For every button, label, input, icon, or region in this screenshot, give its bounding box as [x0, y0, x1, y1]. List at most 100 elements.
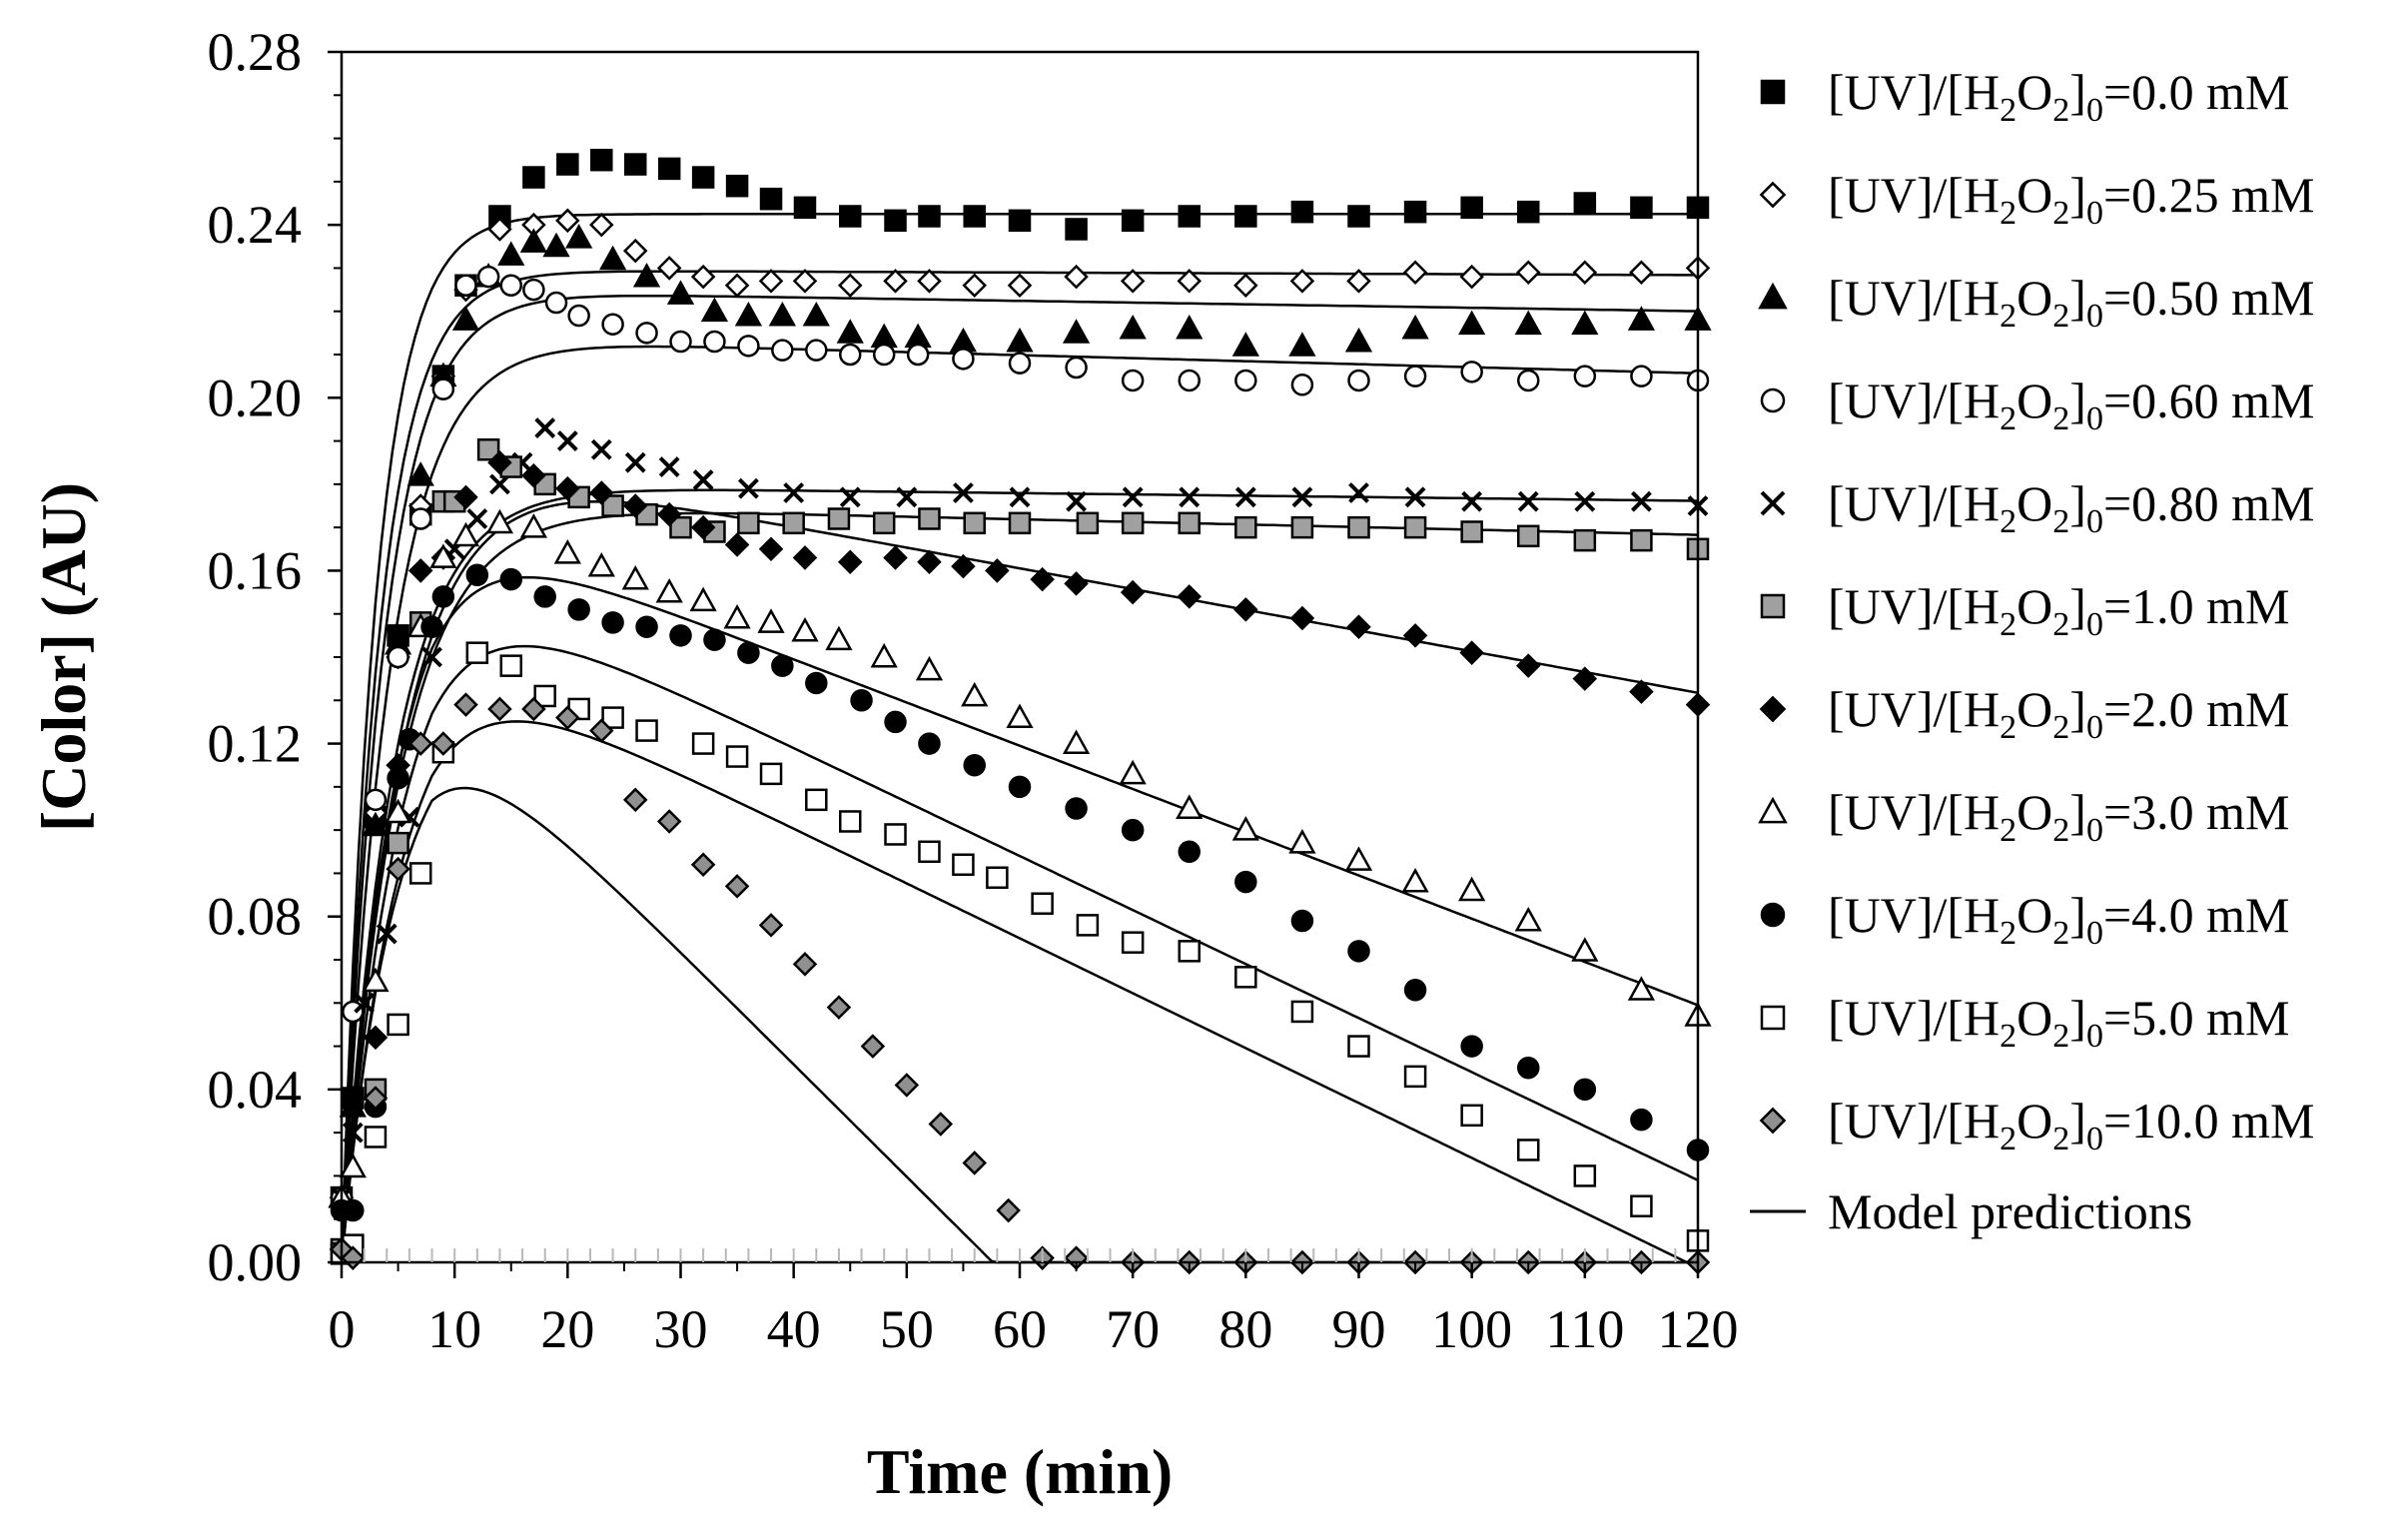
marker-stroke — [783, 482, 805, 503]
legend-subscript: 0 — [2086, 709, 2103, 746]
data-point — [791, 616, 819, 642]
data-point — [1517, 369, 1540, 392]
data-point — [1177, 269, 1203, 294]
data-point — [601, 706, 624, 729]
data-point — [826, 995, 852, 1020]
data-point — [1065, 356, 1088, 380]
data-point — [1122, 486, 1144, 508]
legend-label: [UV]/[H2O2]0=2.0 mM — [1828, 681, 2290, 746]
legend-entry: [UV]/[H2O2]0=0.80 mM — [1760, 475, 2315, 540]
marker-stroke — [342, 1122, 364, 1144]
y-tick-label: 0.00 — [208, 1232, 303, 1292]
data-point — [1121, 931, 1145, 954]
data-point — [883, 269, 908, 294]
legend-subscript: 2 — [2052, 915, 2069, 952]
legend-subscript: 2 — [2052, 503, 2069, 540]
data-point — [1008, 511, 1032, 535]
data-point — [690, 852, 716, 878]
data-point — [1460, 1104, 1483, 1128]
data-point — [962, 273, 988, 299]
legend-label: [UV]/[H2O2]0=10.0 mM — [1828, 1093, 2315, 1157]
data-point — [454, 274, 477, 297]
data-point — [621, 565, 649, 590]
legend-subscript: 2 — [2052, 298, 2069, 335]
data-point — [1008, 775, 1032, 799]
legend-entry: [UV]/[H2O2]0=10.0 mM — [1759, 1093, 2315, 1157]
data-point — [489, 473, 510, 495]
data-point — [961, 681, 989, 707]
data-point — [1403, 515, 1427, 539]
data-point — [431, 378, 455, 400]
x-tick-label: 10 — [427, 1299, 481, 1359]
legend-subscript: 0 — [2086, 298, 2103, 335]
data-point — [430, 731, 456, 756]
data-point — [918, 840, 941, 864]
marker-stroke — [466, 508, 488, 529]
x-tick-label: 40 — [767, 1299, 821, 1359]
data-point — [657, 157, 681, 181]
data-point — [1402, 623, 1428, 648]
data-point — [703, 628, 726, 651]
legend-text-part: [UV]/[H — [1828, 270, 2000, 326]
data-point — [1403, 365, 1427, 387]
data-point — [1517, 200, 1540, 224]
data-point — [691, 732, 715, 755]
data-point — [724, 532, 750, 557]
data-point — [1234, 205, 1257, 228]
data-point — [896, 486, 918, 508]
data-point — [917, 549, 942, 575]
data-point — [521, 696, 546, 722]
data-point — [758, 913, 784, 938]
legend-subscript: 2 — [2052, 1121, 2069, 1157]
marker-stroke — [534, 417, 556, 438]
series-9 — [330, 641, 1710, 1265]
data-point — [1347, 515, 1370, 539]
data-point — [589, 718, 614, 743]
data-point — [339, 1152, 367, 1178]
data-point — [805, 788, 828, 812]
data-point — [476, 265, 500, 289]
data-point — [837, 549, 863, 575]
legend-marker — [1758, 796, 1788, 824]
legend-text-part: [UV]/[H — [1828, 475, 2000, 531]
legend-marker — [1759, 1107, 1787, 1135]
data-point — [1630, 365, 1653, 387]
data-point — [952, 853, 975, 877]
x-tick-label: 120 — [1658, 1299, 1739, 1359]
legend-marker — [1760, 387, 1786, 413]
data-point — [1573, 1078, 1597, 1102]
data-point — [1234, 870, 1257, 894]
legend-subscript: 2 — [2052, 1018, 2069, 1055]
data-point — [1460, 361, 1483, 383]
data-point — [1177, 584, 1203, 609]
data-point — [635, 719, 658, 742]
legend-text-part: =3.0 mM — [2103, 784, 2290, 840]
legend-subscript: 2 — [2052, 709, 2069, 746]
data-point — [1403, 200, 1427, 224]
data-point — [624, 451, 646, 473]
marker-stroke — [1631, 490, 1652, 512]
x-tick-label: 110 — [1545, 1299, 1624, 1359]
legend-subscript: 0 — [2086, 503, 2103, 540]
data-point — [986, 866, 1009, 890]
legend-marker — [1760, 902, 1786, 928]
data-point — [354, 992, 376, 1014]
legend-label: [UV]/[H2O2]0=0.0 mM — [1828, 64, 2290, 129]
legend-marker — [1760, 490, 1786, 516]
legend-text-part: O — [2016, 475, 2052, 531]
data-point — [827, 507, 851, 530]
data-point — [408, 507, 432, 530]
legend-text-part: [UV]/[H — [1828, 1093, 2000, 1148]
data-point — [1007, 273, 1033, 299]
series-7 — [328, 508, 1712, 1208]
data-point — [996, 1197, 1021, 1223]
data-point — [601, 611, 624, 634]
data-point — [1178, 940, 1201, 963]
data-point — [1403, 1065, 1427, 1089]
legend-text-part: O — [2016, 681, 2052, 737]
legend-subscript: 2 — [2000, 298, 2016, 335]
data-point — [1460, 196, 1483, 220]
data-point — [387, 645, 409, 669]
data-point — [1460, 1035, 1483, 1058]
